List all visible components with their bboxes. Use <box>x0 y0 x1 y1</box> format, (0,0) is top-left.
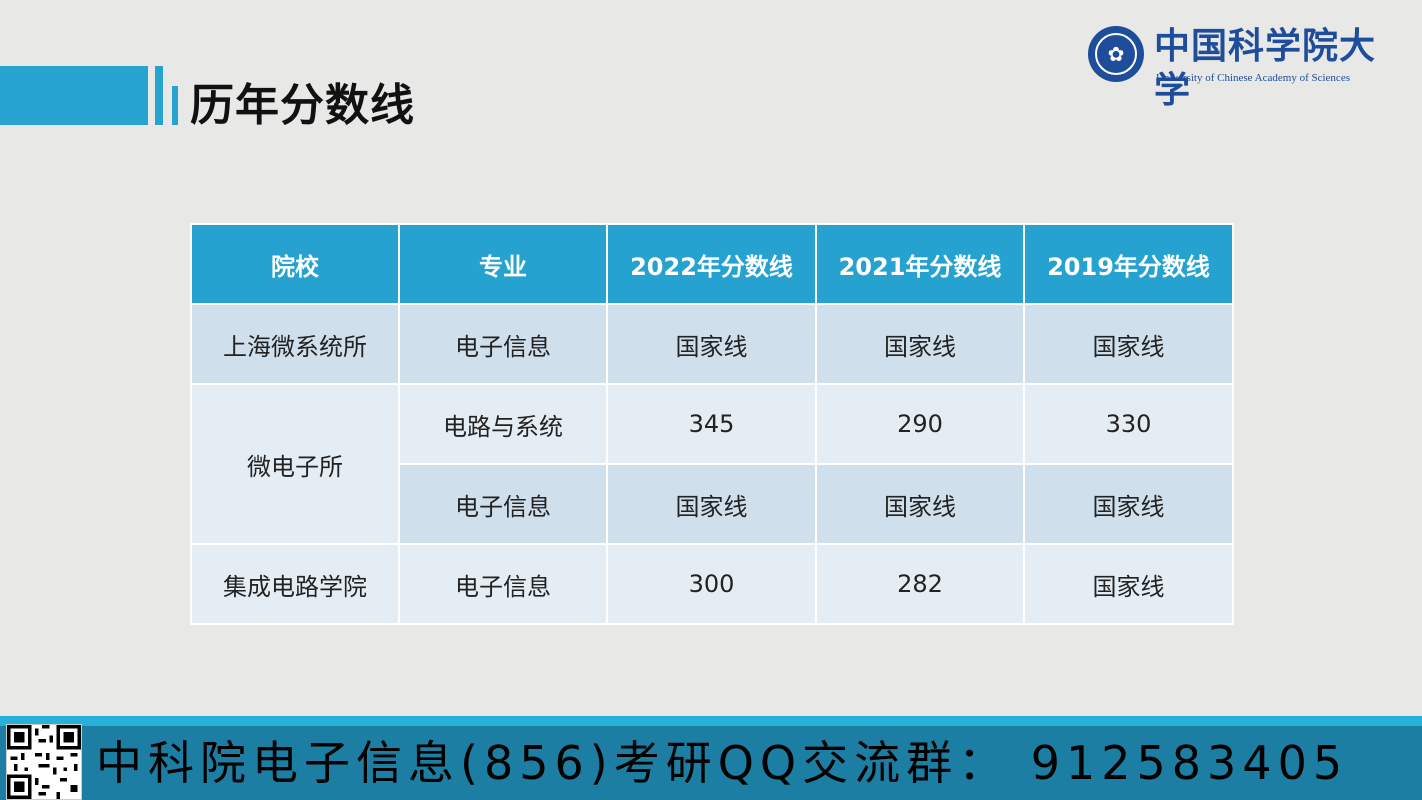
cell-2022: 国家线 <box>606 303 817 385</box>
cell-school: 上海微系统所 <box>190 303 400 385</box>
header-2022: 2022年分数线 <box>606 223 817 305</box>
footer-top-stripe <box>0 716 1422 726</box>
header-2019: 2019年分数线 <box>1023 223 1234 305</box>
cell-2021: 282 <box>815 543 1025 625</box>
title-accent-bar <box>0 66 148 125</box>
cell-school: 微电子所 <box>190 383 400 545</box>
page-title: 历年分数线 <box>190 80 415 131</box>
cell-school: 集成电路学院 <box>190 543 400 625</box>
ucas-seal-icon: ✿ <box>1088 26 1144 82</box>
cell-2022: 345 <box>606 383 817 465</box>
table-row: 电子信息 国家线 国家线 国家线 <box>191 463 1234 545</box>
logo-name-cn: 中国科学院大学 <box>1154 25 1377 111</box>
table-row: 上海微系统所 电子信息 国家线 国家线 国家线 <box>190 303 1234 385</box>
cell-2019: 330 <box>1023 383 1234 465</box>
score-table: 院校 专业 2022年分数线 2021年分数线 2019年分数线 上海微系统所 … <box>190 223 1234 625</box>
title-accent-stripe <box>172 86 178 125</box>
university-logo: ✿ 中国科学院大学 University of Chinese Academy … <box>1088 25 1388 111</box>
header-major: 专业 <box>398 223 608 305</box>
cell-2019: 国家线 <box>1023 463 1234 545</box>
cell-2019: 国家线 <box>1023 543 1234 625</box>
table-row: 微电子所 电路与系统 345 290 330 <box>190 383 1234 545</box>
cell-2022: 300 <box>606 543 817 625</box>
table-header-row: 院校 专业 2022年分数线 2021年分数线 2019年分数线 <box>190 223 1234 305</box>
title-accent-stripe <box>155 66 163 125</box>
cell-2021: 国家线 <box>815 303 1025 385</box>
header-2021: 2021年分数线 <box>815 223 1025 305</box>
header-school: 院校 <box>190 223 400 305</box>
cell-major: 电子信息 <box>398 463 608 545</box>
footer-banner: 中科院电子信息(856)考研QQ交流群： 912583405 <box>0 716 1422 800</box>
cell-2022: 国家线 <box>606 463 817 545</box>
cell-2021: 国家线 <box>815 463 1025 545</box>
table-row: 集成电路学院 电子信息 300 282 国家线 <box>190 543 1234 625</box>
qr-code-icon <box>6 724 82 800</box>
logo-name-en: University of Chinese Academy of Science… <box>1156 72 1350 84</box>
cell-2021: 290 <box>815 383 1025 465</box>
cell-major: 电子信息 <box>398 543 608 625</box>
cell-major: 电子信息 <box>398 303 608 385</box>
footer-qq-group-text: 中科院电子信息(856)考研QQ交流群： 912583405 <box>96 736 1349 790</box>
cell-2019: 国家线 <box>1023 303 1234 385</box>
cell-major: 电路与系统 <box>398 383 608 465</box>
